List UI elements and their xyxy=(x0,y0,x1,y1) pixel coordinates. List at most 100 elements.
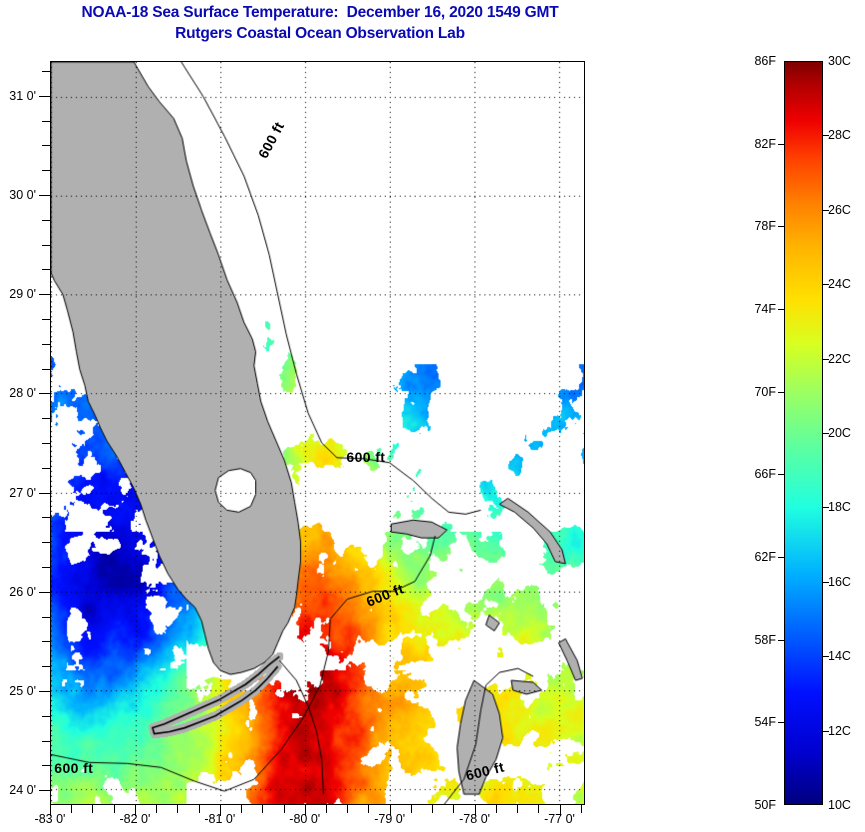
y-axis-minor-tick xyxy=(42,343,50,345)
contour-label-600ft-southwest: 600 ft xyxy=(54,760,94,777)
colorbar-tick-fahrenheit xyxy=(778,391,784,393)
colorbar-label-fahrenheit: 86F xyxy=(754,54,776,68)
y-axis-minor-tick xyxy=(42,715,50,717)
colorbar-label-fahrenheit: 58F xyxy=(754,632,776,647)
x-axis-minor-tick xyxy=(538,805,540,813)
x-axis-major-tick xyxy=(389,805,391,816)
y-axis-minor-tick xyxy=(42,145,50,147)
y-axis-minor-tick xyxy=(42,442,50,444)
y-axis-label: 30 0' xyxy=(9,187,36,202)
x-axis-major-tick xyxy=(134,805,136,816)
colorbar-tick-fahrenheit xyxy=(778,557,784,558)
chart-title-block: NOAA-18 Sea Surface Temperature: Decembe… xyxy=(0,2,640,44)
colorbar-label-fahrenheit: 54F xyxy=(754,715,776,730)
y-axis-minor-tick xyxy=(42,740,50,742)
colorbar-tick-celsius xyxy=(823,730,829,732)
y-axis-label: 31 0' xyxy=(9,88,36,103)
sst-map-plot-area[interactable] xyxy=(50,61,585,805)
x-axis-minor-tick xyxy=(495,805,497,813)
y-axis-minor-tick xyxy=(42,170,50,172)
x-axis-minor-tick xyxy=(262,805,264,813)
y-axis-minor-tick xyxy=(42,765,50,767)
page-subtitle: Rutgers Coastal Ocean Observation Lab xyxy=(175,25,465,42)
y-axis-label: 25 0' xyxy=(9,683,36,698)
colorbar-label-celsius: 18C xyxy=(828,500,851,515)
colorbar-label-fahrenheit: 66F xyxy=(754,467,776,482)
y-axis-minor-tick xyxy=(42,120,50,122)
x-axis-minor-tick xyxy=(453,805,455,813)
colorbar-tick-celsius xyxy=(823,507,829,509)
colorbar-tick-celsius xyxy=(823,581,829,583)
colorbar-label-celsius: 26C xyxy=(828,202,851,217)
x-axis-major-tick xyxy=(474,805,476,816)
temperature-colorbar xyxy=(784,61,823,805)
y-axis-minor-tick xyxy=(42,269,50,271)
y-axis-minor-tick xyxy=(42,368,50,370)
y-axis-label: 24 0' xyxy=(9,783,36,798)
y-axis-major-tick xyxy=(39,95,50,97)
x-axis-major-tick xyxy=(559,805,561,816)
x-axis-minor-tick xyxy=(432,805,434,813)
x-axis-minor-tick xyxy=(177,805,179,813)
y-axis-minor-tick xyxy=(42,666,50,668)
x-axis-minor-tick xyxy=(325,805,327,813)
y-axis-minor-tick xyxy=(42,641,50,643)
sst-raster-canvas xyxy=(51,62,584,804)
y-axis-major-tick xyxy=(39,591,50,593)
x-axis-label: -82 0' xyxy=(119,812,151,826)
x-axis-minor-tick xyxy=(71,805,73,813)
x-axis-label: -83 0' xyxy=(34,812,66,826)
x-axis-minor-tick xyxy=(113,805,115,813)
colorbar-tick-fahrenheit xyxy=(778,639,784,641)
colorbar-label-fahrenheit: 50F xyxy=(754,798,776,812)
x-axis-minor-tick xyxy=(241,805,243,813)
y-axis-minor-tick xyxy=(42,418,50,420)
colorbar-tick-celsius xyxy=(823,284,829,286)
x-axis-label: -79 0' xyxy=(374,812,406,826)
colorbar-tick-fahrenheit xyxy=(778,474,784,476)
y-axis-minor-tick xyxy=(42,219,50,221)
colorbar-label-celsius: 28C xyxy=(828,128,851,143)
x-axis-minor-tick xyxy=(368,805,370,813)
y-axis-major-tick xyxy=(39,790,50,792)
y-axis-label: 28 0' xyxy=(9,386,36,401)
x-axis-label: -80 0' xyxy=(289,812,321,826)
x-axis-major-tick xyxy=(219,805,221,816)
x-axis-major-tick xyxy=(304,805,306,816)
y-axis-label: 29 0' xyxy=(9,287,36,302)
colorbar-tick-fahrenheit xyxy=(778,722,784,724)
y-axis-major-tick xyxy=(39,690,50,692)
colorbar-label-celsius: 12C xyxy=(828,723,851,738)
x-axis-minor-tick xyxy=(410,805,412,813)
x-axis-minor-tick xyxy=(347,805,349,813)
y-axis-minor-tick xyxy=(42,542,50,544)
colorbar-label-celsius: 24C xyxy=(828,277,851,292)
y-axis-minor-tick xyxy=(42,467,50,469)
x-axis-label: -81 0' xyxy=(204,812,236,826)
y-axis-major-tick xyxy=(39,294,50,296)
y-axis-minor-tick xyxy=(42,566,50,568)
colorbar-tick-celsius xyxy=(823,358,829,360)
x-axis-minor-tick xyxy=(283,805,285,813)
colorbar-tick-fahrenheit xyxy=(778,309,784,310)
colorbar-gradient xyxy=(784,61,823,805)
colorbar-tick-fahrenheit xyxy=(778,226,784,228)
colorbar-tick-celsius xyxy=(823,433,829,434)
y-axis-minor-tick xyxy=(42,244,50,246)
y-axis-minor-tick xyxy=(42,70,50,72)
y-axis-label: 27 0' xyxy=(9,485,36,500)
colorbar-tick-celsius xyxy=(823,135,829,137)
colorbar-tick-fahrenheit xyxy=(778,143,784,145)
x-axis-major-tick xyxy=(50,805,51,816)
x-axis-minor-tick xyxy=(198,805,200,813)
x-axis-minor-tick xyxy=(517,805,519,813)
x-axis-minor-tick xyxy=(92,805,94,813)
colorbar-label-celsius: 20C xyxy=(828,426,851,440)
colorbar-label-celsius: 30C xyxy=(828,54,851,68)
y-axis-minor-tick xyxy=(42,517,50,519)
y-axis-major-tick xyxy=(39,194,50,196)
colorbar-tick-celsius xyxy=(823,656,829,658)
colorbar-label-fahrenheit: 78F xyxy=(754,219,776,234)
page-title: NOAA-18 Sea Surface Temperature: Decembe… xyxy=(81,4,559,21)
x-axis-minor-tick xyxy=(156,805,158,813)
